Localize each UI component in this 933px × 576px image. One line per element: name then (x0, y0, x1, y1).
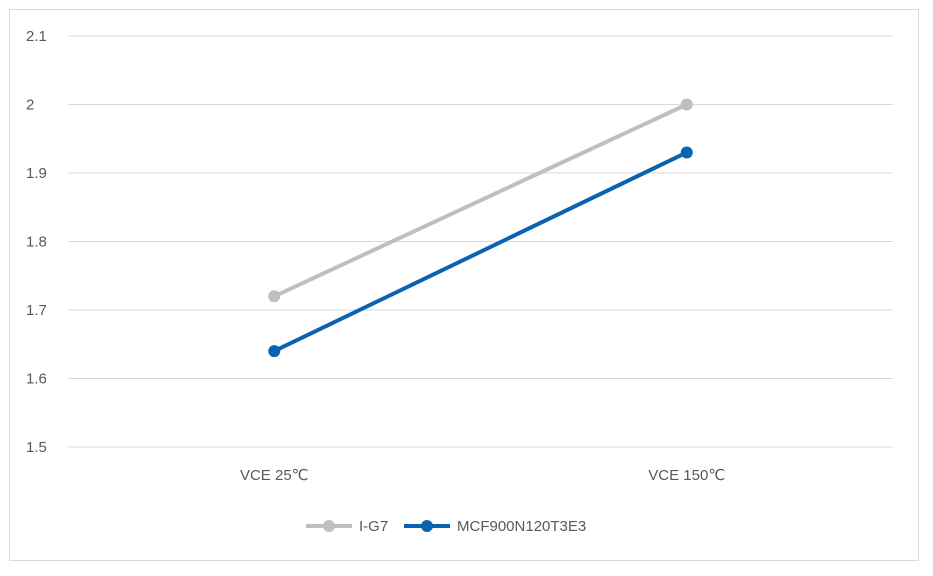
gridlines (68, 35, 893, 448)
y-tick-label: 2 (26, 97, 34, 114)
legend-label: I-G7 (359, 518, 388, 535)
data-point (268, 345, 281, 358)
legend-label: MCF900N120T3E3 (457, 518, 586, 535)
y-tick-label: 1.7 (26, 302, 47, 319)
x-axis-categories: VCE 25℃ VCE 150℃ (240, 467, 725, 484)
data-point (680, 146, 693, 159)
chart-frame (9, 9, 919, 561)
y-tick-label: 1.6 (26, 371, 47, 388)
y-axis-ticks: 1.5 1.6 1.7 1.8 1.9 2 2.1 (26, 28, 47, 456)
series-line-0 (272, 102, 689, 299)
x-category-label: VCE 150℃ (648, 467, 725, 484)
x-category-label: VCE 25℃ (240, 467, 309, 484)
legend: I-G7 MCF900N120T3E3 (306, 518, 586, 535)
data-point (680, 98, 693, 111)
data-point (268, 290, 281, 303)
y-tick-label: 2.1 (26, 28, 47, 45)
legend-swatch-marker (421, 520, 433, 532)
series-line-1 (272, 150, 689, 354)
y-tick-label: 1.8 (26, 234, 47, 251)
legend-swatch-marker (323, 520, 335, 532)
series-lines (268, 98, 693, 358)
y-tick-label: 1.5 (26, 439, 47, 456)
y-tick-label: 1.9 (26, 165, 47, 182)
